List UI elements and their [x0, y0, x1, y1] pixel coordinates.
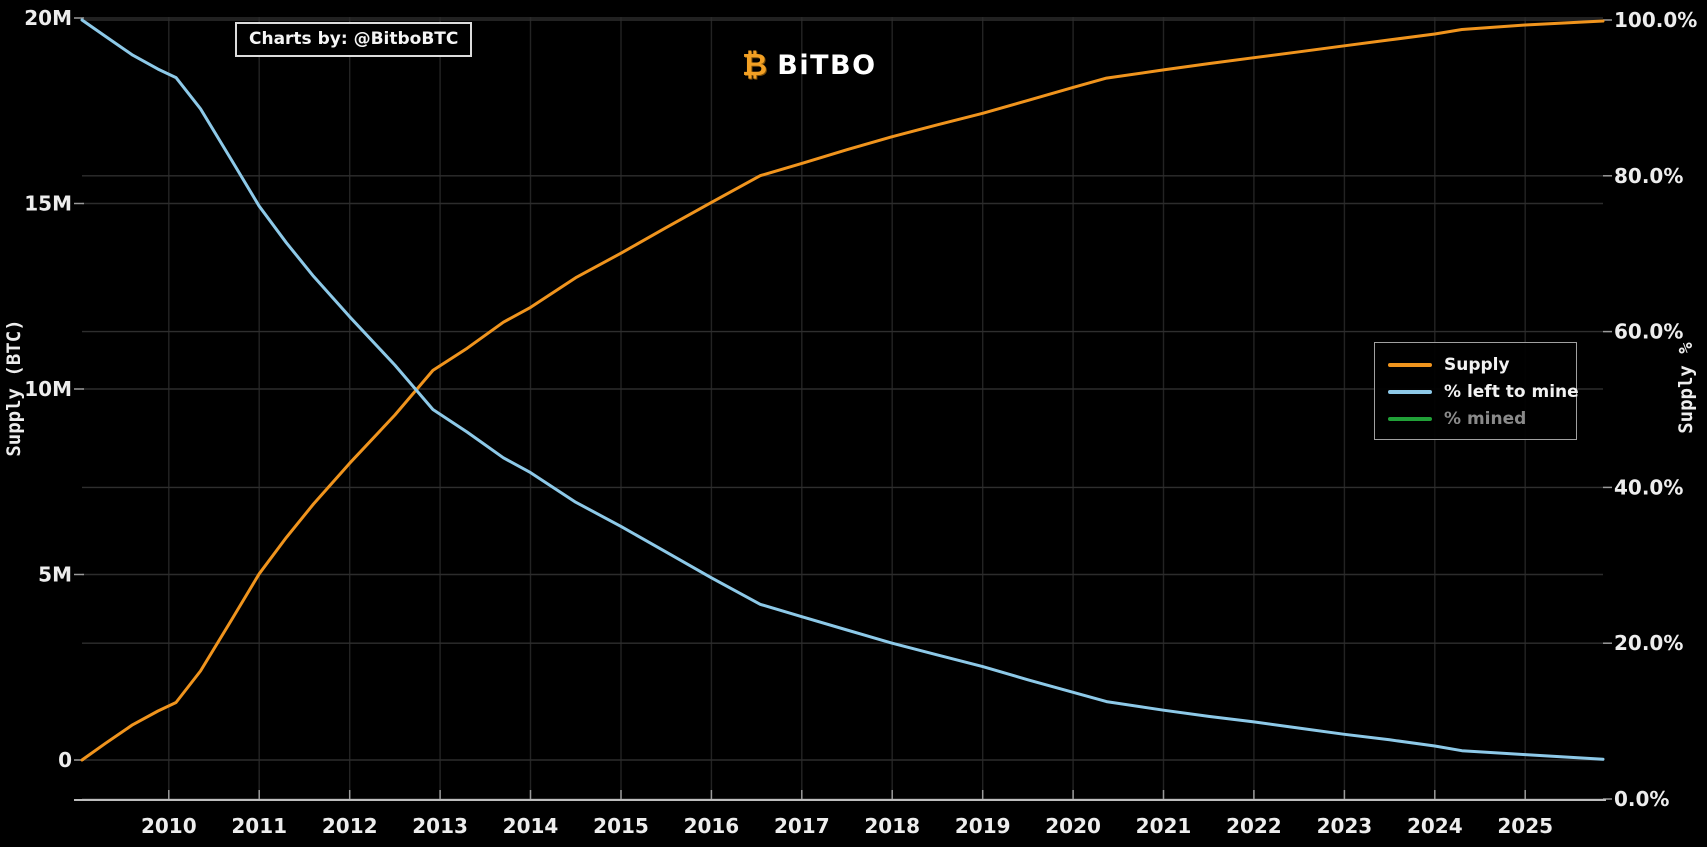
watermark-text: Charts by: @BitboBTC — [249, 29, 459, 49]
right-axis-title: Supply % — [1675, 342, 1697, 434]
legend-swatch-pct-left-to-mine — [1388, 389, 1432, 394]
legend-swatch-supply — [1388, 362, 1432, 367]
y-left-tick-label: 20M — [24, 6, 72, 30]
x-tick-label: 2018 — [864, 814, 920, 838]
x-tick-label: 2014 — [503, 814, 559, 838]
x-tick-label: 2010 — [141, 814, 197, 838]
x-gridlines — [168, 17, 1526, 799]
y-right-tick-label: 20.0% — [1614, 631, 1683, 655]
watermark-badge: Charts by: @BitboBTC — [235, 22, 473, 57]
pct_left_to_mine-line — [80, 18, 1605, 761]
x-tick-label: 2021 — [1136, 814, 1192, 838]
legend-item-supply[interactable]: Supply — [1388, 351, 1576, 378]
x-tick-label: 2013 — [412, 814, 468, 838]
y-right-tick-label: 0.0% — [1614, 787, 1669, 811]
left-axis-title: Supply (BTC) — [3, 319, 25, 456]
x-tick-label: 2022 — [1226, 814, 1282, 838]
y-left-tick-label: 10M — [24, 377, 72, 401]
bitbo-logo: ₿ BiTBO — [742, 47, 877, 83]
legend-box: Supply % left to mine % mined — [1374, 342, 1579, 440]
y-left-tick-label: 5M — [38, 563, 72, 587]
legend-item-pct-mined[interactable]: % mined — [1388, 405, 1576, 432]
legend-label-pct-left-to-mine: % left to mine — [1444, 381, 1579, 402]
x-tick-label: 2012 — [322, 814, 378, 838]
x-tick-label: 2011 — [231, 814, 287, 838]
y-left-tick-label: 15M — [24, 192, 72, 216]
y-left-tick-label: 0 — [58, 748, 72, 772]
y-right-tick-label: 60.0% — [1614, 320, 1683, 344]
bitbo-wordmark: BiTBO — [777, 50, 877, 81]
x-tick-label: 2023 — [1317, 814, 1373, 838]
x-tick-label: 2024 — [1407, 814, 1463, 838]
x-tick-label: 2015 — [593, 814, 649, 838]
tick-labels: 2010 2011 2012 2013 2014 2015 2016 2017 2018 2019… — [24, 6, 1697, 838]
bitcoin-icon: ₿ — [742, 47, 768, 83]
y-right-tick-label: 100.0% — [1614, 8, 1697, 32]
legend-swatch-pct-mined — [1388, 416, 1432, 421]
x-tick-label: 2016 — [684, 814, 740, 838]
legend-label-supply: Supply — [1444, 354, 1510, 375]
legend-label-pct-mined: % mined — [1444, 408, 1527, 429]
y-right-tick-label: 40.0% — [1614, 475, 1683, 499]
x-tick-label: 2020 — [1045, 814, 1101, 838]
y-right-tick-label: 80.0% — [1614, 164, 1683, 188]
axis-and-ticks — [74, 17, 1612, 801]
supply-line — [80, 19, 1605, 762]
x-tick-label: 2025 — [1497, 814, 1553, 838]
series-lines — [80, 18, 1605, 762]
legend-item-pct-left-to-mine[interactable]: % left to mine — [1388, 378, 1579, 405]
x-tick-label: 2017 — [774, 814, 830, 838]
x-tick-label: 2019 — [955, 814, 1011, 838]
